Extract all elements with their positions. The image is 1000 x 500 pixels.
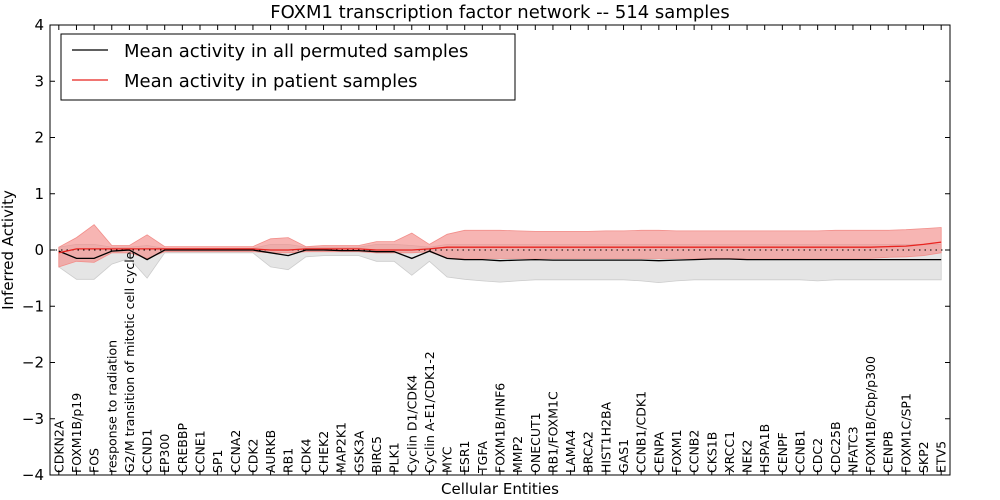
x-tick-label: CCNB1 [793,430,808,473]
x-tick-label: PLK1 [387,442,402,473]
y-tick-label: −3 [22,410,44,428]
x-tick-label: MMP2 [510,436,525,473]
x-tick-label: FOXM1B/Cbp/p300 [863,356,878,473]
legend: Mean activity in all permuted samples Me… [60,33,516,101]
chart-title: FOXM1 transcription factor network -- 51… [270,2,730,23]
x-tick-label: FOS [87,448,102,473]
x-tick-label: FOXM1 [669,429,684,473]
x-tick-label: Cyclin A-E1/CDK1-2 [422,351,437,473]
series-lines [58,241,942,262]
y-tick-label: 2 [34,129,44,147]
x-tick-label: TGFA [475,441,490,474]
x-tick-label: CCNE1 [193,430,208,473]
y-tick-label: −2 [22,354,44,372]
x-tick-label: ESR1 [457,441,472,473]
y-tick-label: 3 [34,72,44,90]
x-tick-label: CDK2 [245,438,260,473]
x-tick-label: CDC2 [810,438,825,473]
x-tick-label: FOXM1C/SP1 [898,393,913,473]
x-tick-label: MYC [440,446,455,473]
y-tick-label: −1 [22,297,44,315]
x-tick-label: AURKB [263,430,278,473]
x-tick-label: BRCA2 [581,431,596,473]
y-axis-ticks: −4 −3 −2 −1 0 1 2 3 4 [22,16,950,484]
x-tick-label: Cyclin D1/CDK4 [404,375,419,473]
x-tick-label: XRCC1 [722,431,737,473]
x-tick-label: ETV5 [934,441,949,473]
x-tick-label: G2/M transition of mitotic cell cycle [122,251,137,473]
x-tick-label: FOXM1B/HNF6 [493,383,508,473]
y-axis-label: Inferred Activity [0,190,17,310]
confidence-band-1 [58,224,942,268]
legend-label-patient: Mean activity in patient samples [124,71,418,92]
y-tick-label: −4 [22,466,44,484]
x-tick-label: HSPA1B [757,424,772,473]
series-line-1 [58,241,942,254]
x-tick-label: CKS1B [704,432,719,473]
x-tick-label: CENPF [775,432,790,473]
x-tick-label: CENPA [651,431,666,473]
legend-box [60,33,516,101]
x-tick-label: CCNA2 [228,430,243,473]
x-tick-label: GSK3A [351,430,366,473]
x-tick-label: CHEK2 [316,431,331,473]
confidence-bands [58,224,942,284]
x-axis-label: Cellular Entities [441,480,559,498]
x-tick-label: HIST1H2BA [598,401,613,473]
x-tick-label: GAS1 [616,439,631,473]
x-tick-label: CDKN2A [51,420,66,473]
x-tick-label: CCND1 [140,429,155,473]
x-tick-label: RB1 [281,448,296,473]
y-tick-label: 0 [34,241,44,259]
x-tick-label: NFATC3 [845,426,860,473]
x-tick-label: CENPB [881,431,896,473]
x-axis-ticks: CDKN2A FOXM1B/p19 FOS response to radiation… [51,25,949,475]
x-tick-label: BIRC5 [369,436,384,473]
series-line-0 [58,249,942,262]
y-tick-label: 4 [34,16,44,34]
x-tick-label: SP1 [210,450,225,473]
legend-label-permuted: Mean activity in all permuted samples [124,41,468,62]
x-tick-label: CCNB1/CDK1 [634,391,649,473]
x-tick-label: EP300 [157,434,172,473]
x-tick-label: MAP2K1 [334,422,349,473]
x-tick-label: FOXM1B/p19 [69,393,84,473]
x-tick-label: CDC25B [828,421,843,473]
y-tick-label: 1 [34,185,44,203]
x-tick-label: SKP2 [916,441,931,473]
x-tick-label: RB1/FOXM1C [545,391,560,473]
x-tick-label: ONECUT1 [528,412,543,473]
x-tick-label: CCNB2 [687,430,702,473]
x-tick-label: LAMA4 [563,430,578,473]
x-tick-label: NEK2 [740,440,755,473]
x-tick-label: CDK4 [298,438,313,473]
x-tick-label: response to radiation [104,340,119,473]
x-tick-label: CREBBP [175,423,190,473]
